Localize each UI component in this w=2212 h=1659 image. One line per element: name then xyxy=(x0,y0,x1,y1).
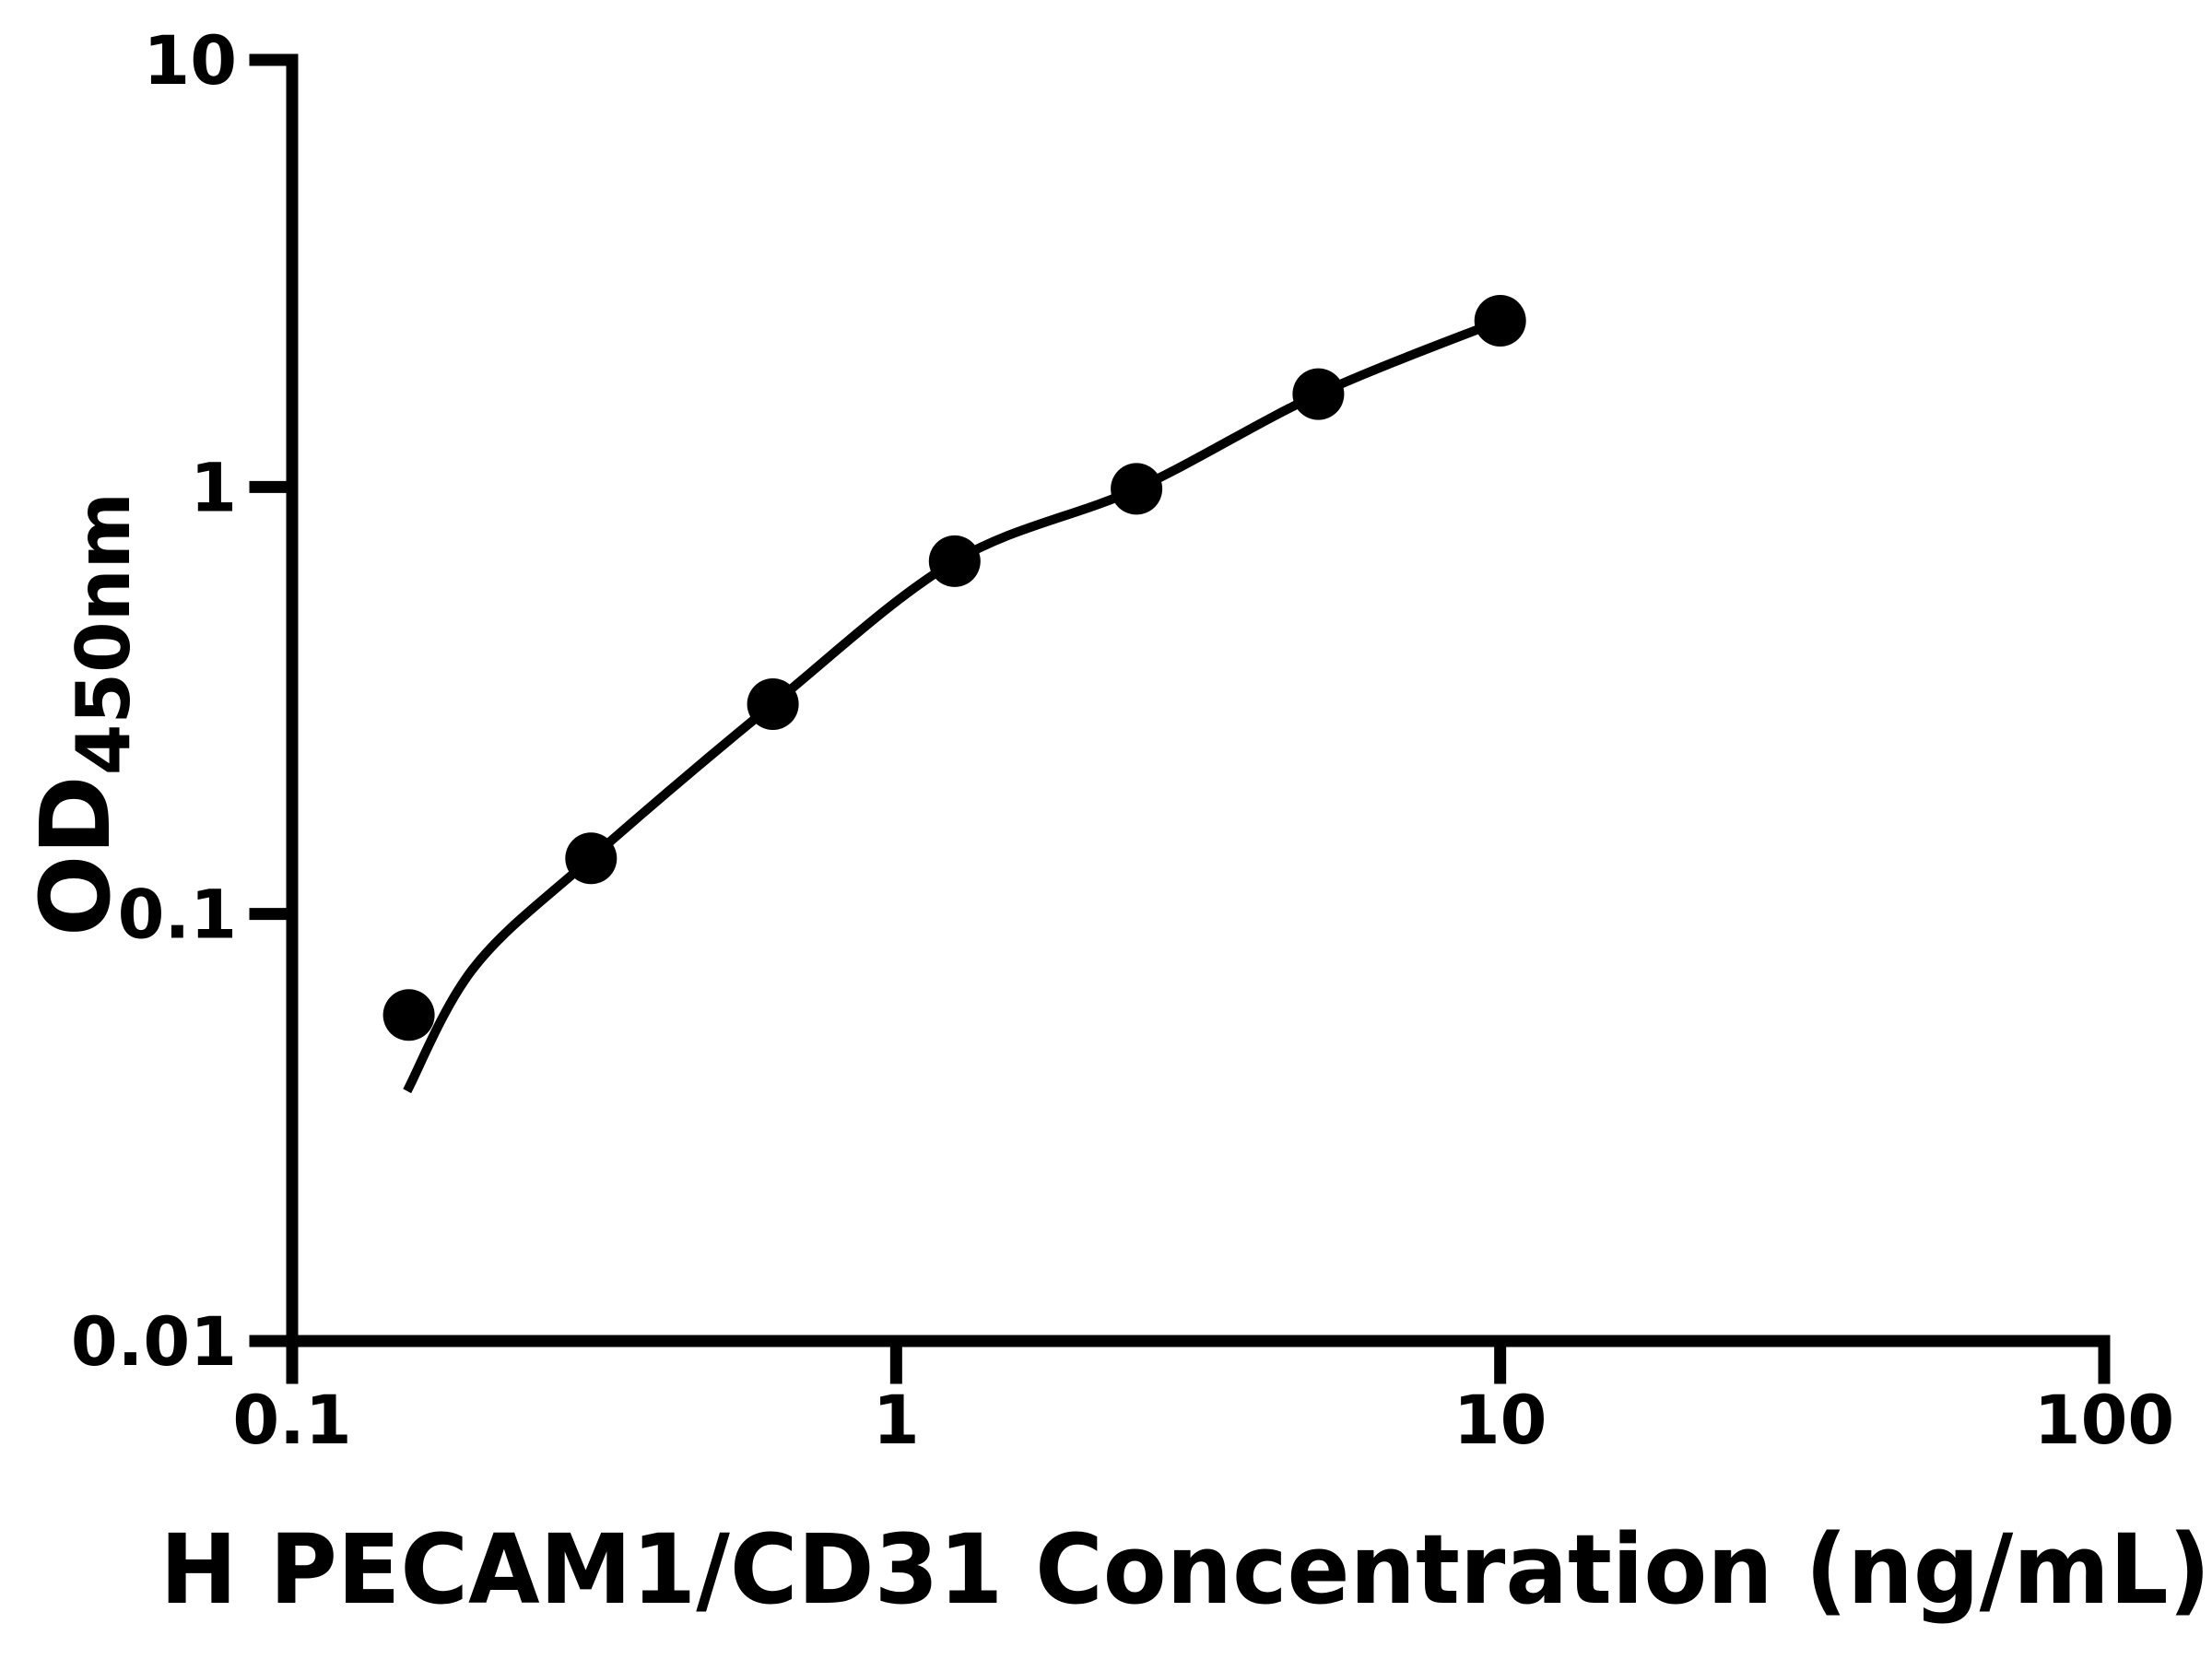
y-axis-title: OD450nm xyxy=(19,492,147,936)
data-point-marker xyxy=(747,678,799,730)
x-tick-label: 1 xyxy=(873,1382,920,1460)
x-axis: 0.1 1 10 100 xyxy=(232,1335,2174,1460)
series-layer xyxy=(382,295,1526,1094)
y-axis: 0.01 0.1 1 10 xyxy=(71,22,299,1382)
data-point-marker xyxy=(1111,463,1163,515)
x-tick-label: 0.1 xyxy=(232,1382,351,1460)
y-tick-label: 0.01 xyxy=(71,1303,237,1382)
y-tick-label: 1 xyxy=(190,449,237,527)
data-point-marker xyxy=(382,989,435,1041)
data-point-marker xyxy=(1474,295,1526,347)
data-point-marker xyxy=(928,535,981,587)
x-tick-label: 100 xyxy=(2034,1382,2174,1460)
data-point-marker xyxy=(565,832,618,885)
x-axis-title: H PECAM1/CD31 Concentration (ng/mL) xyxy=(160,1513,2211,1626)
y-axis-title-main: OD xyxy=(19,775,132,936)
fit-curve-line xyxy=(403,316,1502,1094)
y-tick-label: 10 xyxy=(143,22,237,100)
y-axis-title-subscript: 450nm xyxy=(61,492,147,775)
x-tick-label: 10 xyxy=(1453,1382,1547,1460)
y-tick-label: 0.1 xyxy=(118,877,237,955)
data-point-marker xyxy=(1292,368,1345,420)
